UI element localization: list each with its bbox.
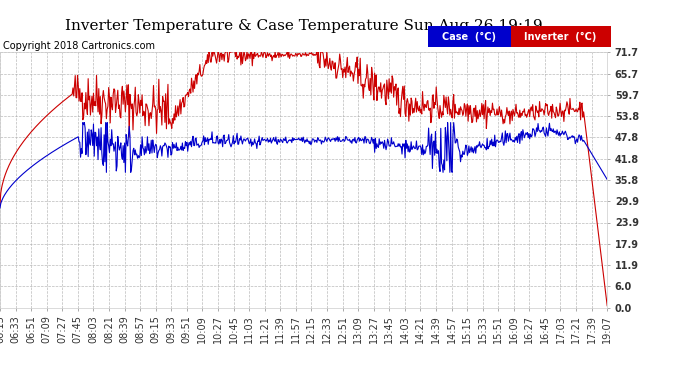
Text: Inverter  (°C): Inverter (°C) [524,32,597,42]
Text: Copyright 2018 Cartronics.com: Copyright 2018 Cartronics.com [3,41,155,51]
Text: Case  (°C): Case (°C) [442,32,496,42]
Text: Inverter Temperature & Case Temperature Sun Aug 26 19:19: Inverter Temperature & Case Temperature … [65,19,542,33]
